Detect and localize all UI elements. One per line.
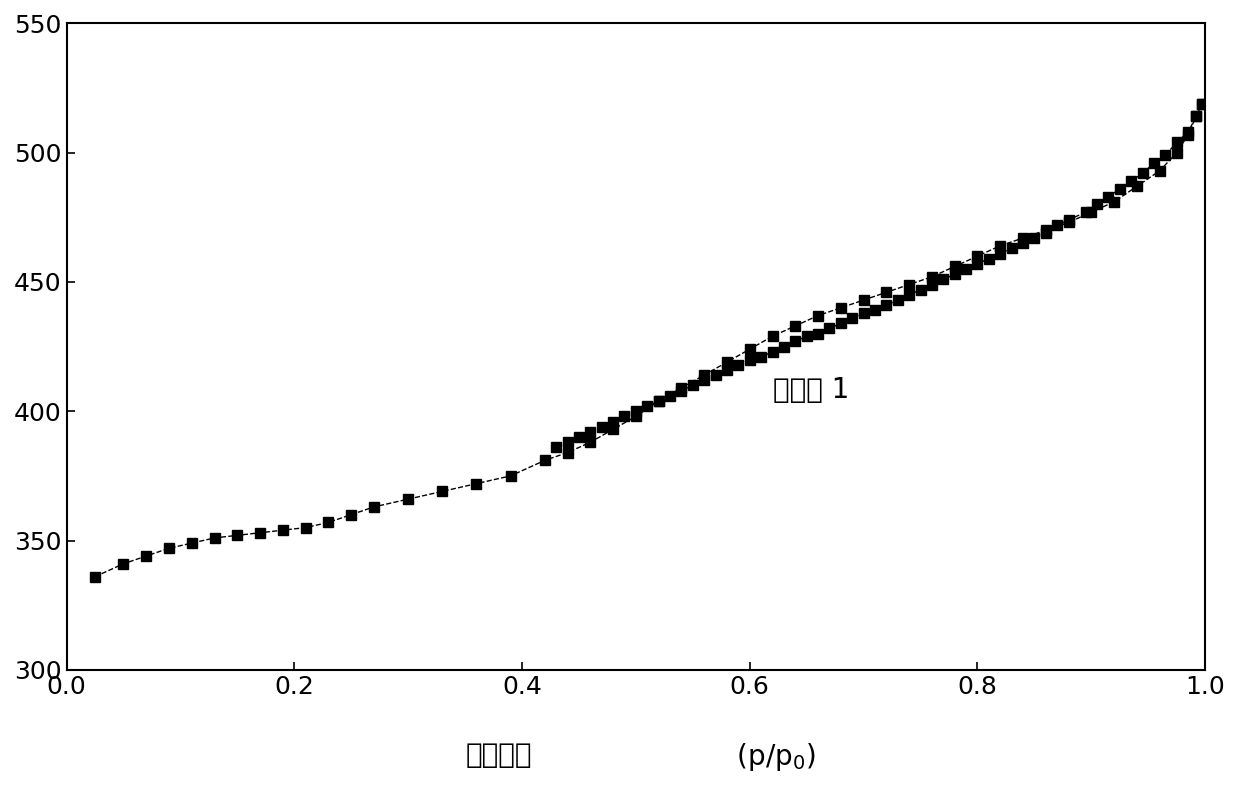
Text: 嵔化剑 1: 嵔化剑 1 — [772, 377, 849, 404]
Text: ($\mathrm{p/p_0}$): ($\mathrm{p/p_0}$) — [729, 741, 817, 773]
Text: 相对压力: 相对压力 — [466, 741, 533, 769]
